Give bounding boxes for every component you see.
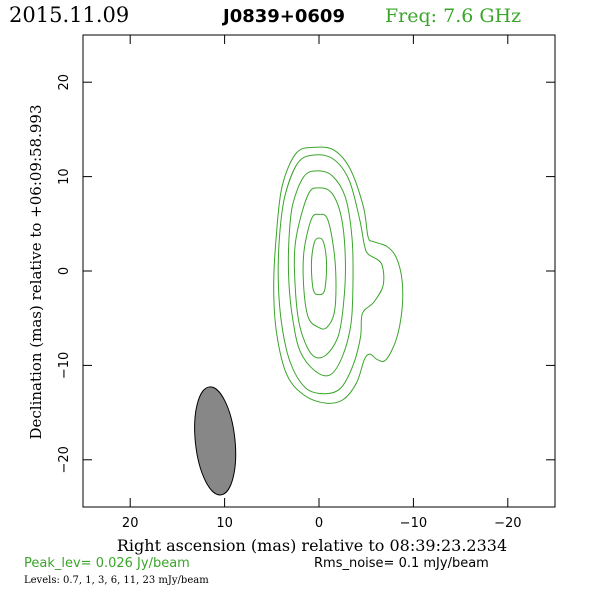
contour-levels: Levels: 0.7, 1, 3, 6, 11, 23 mJy/beam [24, 575, 209, 586]
observation-date: 2015.11.09 [9, 3, 129, 27]
plot-area: 20 10 0 −10 −20 20 10 0 −10 −20 [57, 34, 556, 531]
x-tick-label: −20 [494, 516, 521, 531]
beam-ellipse [194, 386, 237, 496]
contour-line [310, 237, 328, 296]
x-tick-label: 20 [122, 516, 139, 531]
contour-line [273, 146, 404, 404]
y-tick-label: 20 [57, 74, 72, 91]
contour-line [287, 170, 354, 377]
frequency-label: Freq: 7.6 GHz [385, 5, 521, 27]
x-tick-label: 10 [216, 516, 233, 531]
y-axis-label: Declination (mas) relative to +06:09:58.… [27, 104, 45, 439]
source-name: J0839+0609 [221, 6, 345, 27]
contour-line [277, 154, 385, 395]
plot-frame [82, 34, 556, 508]
x-tick-label: 0 [315, 516, 323, 531]
contour-line [293, 187, 346, 359]
x-tick-label: −10 [400, 516, 427, 531]
y-tick-label: −10 [57, 352, 72, 379]
y-tick-label: 0 [57, 267, 72, 275]
x-axis-label: Right ascension (mas) relative to 08:39:… [117, 536, 507, 555]
peak-level: Peak_lev= 0.026 Jy/beam [24, 556, 190, 571]
contour-line [302, 213, 337, 330]
y-tick-label: 10 [57, 168, 72, 185]
y-tick-label: −20 [57, 446, 72, 473]
rms-noise: Rms_noise= 0.1 mJy/beam [314, 556, 489, 571]
